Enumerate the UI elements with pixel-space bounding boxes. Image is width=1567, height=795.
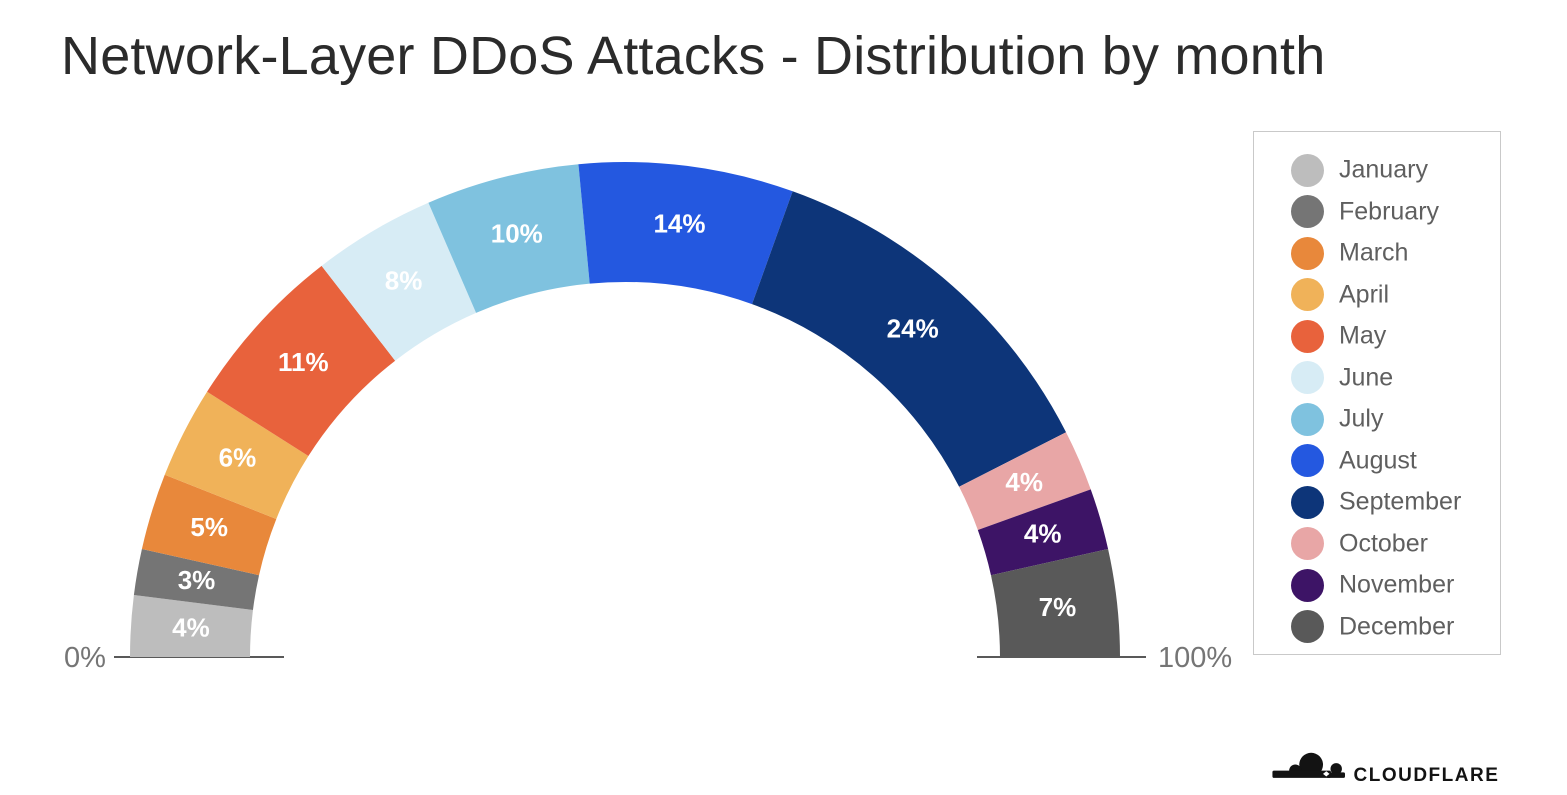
- svg-text:14%: 14%: [653, 208, 705, 238]
- svg-text:24%: 24%: [887, 314, 939, 344]
- svg-text:11%: 11%: [278, 347, 329, 377]
- svg-text:5%: 5%: [190, 512, 228, 542]
- svg-text:4%: 4%: [1005, 467, 1043, 497]
- svg-text:0%: 0%: [64, 642, 106, 674]
- svg-text:6%: 6%: [219, 442, 257, 472]
- svg-text:7%: 7%: [1039, 592, 1077, 622]
- svg-text:4%: 4%: [172, 613, 210, 643]
- svg-text:8%: 8%: [385, 265, 423, 295]
- svg-text:100%: 100%: [1158, 642, 1232, 674]
- svg-text:4%: 4%: [1024, 518, 1062, 548]
- svg-text:10%: 10%: [491, 219, 543, 249]
- svg-text:3%: 3%: [178, 565, 216, 595]
